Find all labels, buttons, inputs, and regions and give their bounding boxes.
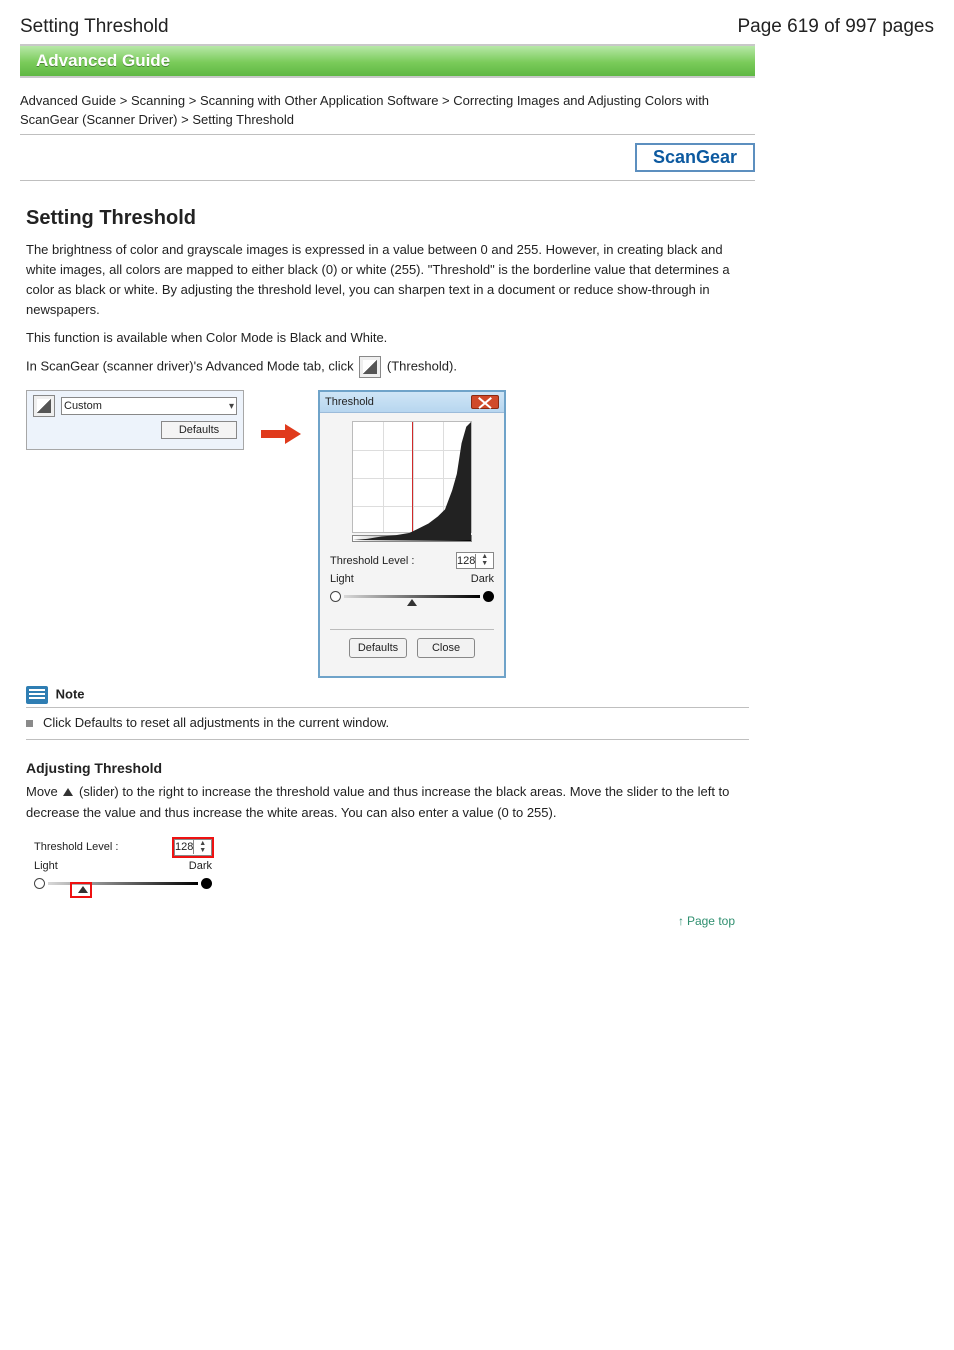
slider-light-icon	[330, 591, 341, 602]
threshold-level-spinner[interactable]: 128 ▲▼	[456, 552, 494, 569]
arrow-column	[256, 390, 306, 444]
intro-3b: (Threshold).	[387, 359, 457, 374]
close-button[interactable]: Close	[417, 638, 475, 658]
mini-slider-dark-icon	[201, 878, 212, 889]
preset-select[interactable]: Custom	[61, 397, 237, 415]
mini-slider[interactable]	[34, 874, 212, 892]
mini-level-spinner[interactable]: 128 ▲▼	[174, 839, 212, 856]
threshold-mini-figure: Threshold Level : 128 ▲▼ Light Dark	[28, 837, 218, 892]
intro-paragraph-2: This function is available when Color Mo…	[26, 328, 749, 348]
mini-level-value: 128	[175, 841, 193, 853]
adjusting-threshold-text: Move (slider) to the right to increase t…	[26, 782, 749, 822]
breadcrumb: Advanced Guide > Scanning > Scanning wit…	[20, 92, 755, 130]
page-top-link[interactable]: ↑Page top	[678, 914, 735, 928]
dark-label: Dark	[471, 573, 494, 585]
page-title: Setting Threshold	[26, 207, 755, 230]
threshold-slider[interactable]	[330, 587, 494, 605]
advanced-guide-label: Advanced Guide	[36, 51, 170, 71]
threshold-dialog: Threshold	[318, 390, 506, 678]
note-label: Note	[56, 687, 85, 702]
mini-light-label: Light	[34, 860, 58, 872]
adj-text-a: Move	[26, 784, 61, 799]
advanced-guide-banner: Advanced Guide	[20, 44, 755, 78]
mini-thumb-highlight	[72, 884, 90, 896]
mini-dark-label: Dark	[189, 860, 212, 872]
red-arrow-icon	[261, 424, 301, 444]
figure-row: Custom Defaults Threshold	[26, 390, 755, 678]
defaults-button[interactable]: Defaults	[349, 638, 407, 658]
dialog-title: Threshold	[325, 396, 374, 408]
intro-3a: In ScanGear (scanner driver)'s Advanced …	[26, 359, 357, 374]
header-right: Page 619 of 997 pages	[737, 16, 934, 38]
page-top-label: Page top	[687, 914, 735, 928]
divider	[20, 180, 755, 181]
histogram-wrap	[352, 421, 472, 542]
intro-paragraph-3: In ScanGear (scanner driver)'s Advanced …	[26, 356, 749, 378]
slider-triangle-icon	[63, 788, 73, 796]
threshold-icon	[359, 356, 381, 378]
note-block: Note Click Defaults to reset all adjustm…	[26, 686, 749, 740]
mini-slider-light-icon	[34, 878, 45, 889]
histogram-curve	[353, 422, 471, 540]
scangear-badge: ScanGear	[635, 143, 755, 172]
adjusting-threshold-heading: Adjusting Threshold	[26, 760, 749, 776]
page-top-arrow-icon: ↑	[678, 914, 684, 928]
dialog-titlebar: Threshold	[320, 392, 504, 413]
adj-text-b: (slider) to the right to increase the th…	[26, 784, 729, 819]
note-icon	[26, 686, 48, 704]
threshold-level-label: Threshold Level :	[330, 555, 414, 567]
mini-toolbar: Custom Defaults	[26, 390, 244, 450]
slider-dark-icon	[483, 591, 494, 602]
slider-thumb-icon[interactable]	[407, 599, 417, 606]
mini-level-label: Threshold Level :	[34, 841, 118, 853]
close-icon[interactable]	[471, 395, 499, 409]
bullet-icon	[26, 720, 33, 727]
threshold-toolbar-icon[interactable]	[33, 395, 55, 417]
intro-paragraph-1: The brightness of color and grayscale im…	[26, 240, 749, 321]
threshold-level-value: 128	[457, 555, 475, 567]
divider	[20, 134, 755, 135]
histogram	[352, 421, 472, 533]
note-text: Click Defaults to reset all adjustments …	[43, 715, 389, 730]
header-left: Setting Threshold	[20, 16, 169, 38]
defaults-button-small[interactable]: Defaults	[161, 421, 237, 439]
preset-select-value: Custom	[64, 400, 102, 412]
light-label: Light	[330, 573, 354, 585]
